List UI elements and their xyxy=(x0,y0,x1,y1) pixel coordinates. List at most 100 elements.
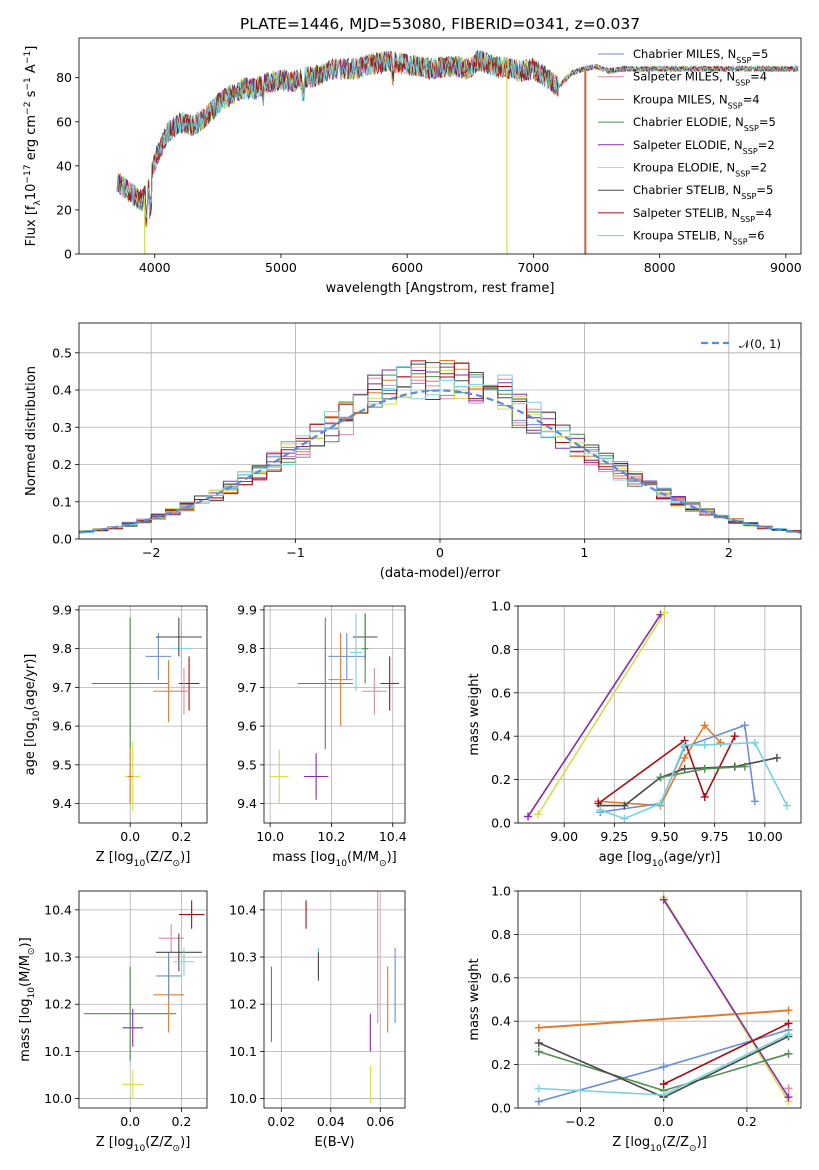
y-tick-label: 10.0 xyxy=(44,1091,72,1106)
weight-point-marker xyxy=(534,1097,543,1106)
weight-point-marker xyxy=(534,1084,543,1093)
weight-point-marker xyxy=(750,738,759,747)
weight-vs-age-panel: 9.00 9.25 9.50 9.75 10.00 0.0 0.2 0.4 0.6 0.8 1.0 a… xyxy=(467,599,802,869)
x-tick-label: 0.0 xyxy=(120,1114,140,1129)
x-axis-label: E(B-V) xyxy=(314,1135,354,1150)
weight-point-marker xyxy=(680,753,689,762)
x-tick-label: 5000 xyxy=(265,260,297,275)
y-tick-label: 10.0 xyxy=(229,1091,257,1106)
weight-point-marker xyxy=(716,738,725,747)
weight-point-marker xyxy=(750,797,759,806)
y-tick-label: 9.8 xyxy=(52,641,72,656)
gaussian-curve xyxy=(78,389,802,534)
y-tick-label: 9.7 xyxy=(237,680,257,695)
y-tick-label: 0.0 xyxy=(491,816,511,831)
x-axis-label: (data-model)/error xyxy=(380,566,501,581)
y-tick-label: 0.1 xyxy=(52,494,72,509)
axes-frame xyxy=(78,322,802,540)
weight-point-marker xyxy=(782,801,791,810)
legend-entry: Chabrier STELIB, NSSP=5 xyxy=(633,183,773,201)
y-tick-label: 60 xyxy=(56,114,72,129)
x-tick-label: 0.0 xyxy=(120,829,140,844)
y-tick-label: 10.1 xyxy=(44,1044,72,1059)
weight-point-marker xyxy=(730,732,739,741)
y-tick-label: 9.9 xyxy=(237,602,257,617)
x-tick-label: 0.06 xyxy=(366,1114,394,1129)
y-tick-label: 10.2 xyxy=(44,997,72,1012)
y-tick-label: 9.5 xyxy=(237,757,257,772)
weight-vs-Z-panel: −0.2 0.0 0.2 0.0 0.2 0.4 0.6 0.8 1.0 Z [log10(Z/Z… xyxy=(467,884,802,1154)
x-tick-label: 9.75 xyxy=(701,829,729,844)
y-tick-label: 0.6 xyxy=(491,685,511,700)
y-tick-label: 0.0 xyxy=(52,532,72,547)
weight-point-marker xyxy=(784,1030,793,1039)
age-vs-Z-panel: 0.0 0.2 9.4 9.5 9.6 9.7 9.8 9.9 Z [log10(Z/Z⊙)] a… xyxy=(23,602,208,869)
weight-point-marker xyxy=(680,764,689,773)
legend-entry: Salpeter STELIB, NSSP=4 xyxy=(633,206,772,224)
weight-series-line xyxy=(527,614,662,817)
legend-entry: Salpeter MILES, NSSP=4 xyxy=(633,70,767,88)
axes-frame xyxy=(263,890,406,1109)
residuals-panel: −2 −1 0 1 2 0.0 0.1 0.2 0.3 0.4 0.5 𝒩(0, 1) (data-mo… xyxy=(24,322,802,581)
x-tick-label: 10.0 xyxy=(256,829,284,844)
age-vs-mass-panel: 10.0 10.2 10.4 9.4 9.5 9.6 9.7 9.8 9.9 mass [log1… xyxy=(237,602,407,869)
y-axis-label: mass weight xyxy=(467,958,482,1040)
y-tick-label: 20 xyxy=(56,202,72,217)
x-tick-label: 10.00 xyxy=(747,829,783,844)
y-tick-label: 9.9 xyxy=(52,602,72,617)
spectrum-line xyxy=(116,50,799,219)
figure-title: PLATE=1446, MJD=53080, FIBERID=0341, z=0… xyxy=(240,15,640,33)
x-tick-label: 9.00 xyxy=(550,829,578,844)
weight-point-marker xyxy=(772,753,781,762)
weight-point-marker xyxy=(620,801,629,810)
y-tick-label: 10.2 xyxy=(229,997,257,1012)
x-tick-label: 2 xyxy=(725,545,733,560)
weight-point-marker xyxy=(659,1090,668,1099)
legend-entry: Kroupa MILES, NSSP=4 xyxy=(633,92,760,110)
y-tick-label: 9.8 xyxy=(237,641,257,656)
weight-point-marker xyxy=(656,799,665,808)
y-tick-label: 0.8 xyxy=(491,642,511,657)
weight-series-line xyxy=(538,1009,789,1029)
y-tick-label: 9.6 xyxy=(52,719,72,734)
y-tick-label: 0.8 xyxy=(491,927,511,942)
legend-entry: Kroupa STELIB, NSSP=6 xyxy=(633,229,765,247)
y-tick-label: 0.6 xyxy=(491,970,511,985)
weight-point-marker xyxy=(620,814,629,823)
weight-series-line xyxy=(598,724,722,807)
x-tick-label: 0.0 xyxy=(654,1114,674,1129)
x-axis-label: mass [log10(M/M⊙)] xyxy=(272,850,396,869)
weight-point-marker xyxy=(784,1084,793,1093)
weight-point-marker xyxy=(524,812,533,821)
legend-entry: Kroupa ELODIE, NSSP=2 xyxy=(633,161,767,179)
y-tick-label: 40 xyxy=(56,158,72,173)
axes-frame xyxy=(78,37,802,255)
weight-point-marker xyxy=(659,1080,668,1089)
x-tick-label: 0.2 xyxy=(171,1114,191,1129)
axes-frame xyxy=(517,605,802,824)
legend-entry: Chabrier MILES, NSSP=5 xyxy=(633,47,768,65)
x-axis-label: Z [log10(Z/Z⊙)] xyxy=(96,1135,191,1154)
y-tick-label: 10.4 xyxy=(44,902,72,917)
weight-point-marker xyxy=(784,1019,793,1028)
y-tick-label: 80 xyxy=(56,70,72,85)
weight-point-marker xyxy=(740,721,749,730)
weight-point-marker xyxy=(784,1093,793,1102)
weight-series-line xyxy=(600,724,756,813)
weight-point-marker xyxy=(656,773,665,782)
weight-point-marker xyxy=(700,792,709,801)
x-tick-label: 0.04 xyxy=(317,1114,345,1129)
y-tick-label: 9.6 xyxy=(237,719,257,734)
y-tick-label: 0.2 xyxy=(491,1057,511,1072)
x-tick-label: 10.2 xyxy=(318,829,346,844)
y-tick-label: 10.4 xyxy=(229,902,257,917)
residual-histogram xyxy=(79,366,801,535)
x-tick-label: 9.25 xyxy=(600,829,628,844)
weight-point-marker xyxy=(660,608,669,617)
spectrum-panel: 4000 5000 6000 7000 8000 9000 0 20 40 60 80 Chabrie… xyxy=(23,37,802,296)
x-tick-label: 8000 xyxy=(644,260,676,275)
x-tick-label: 0 xyxy=(436,545,444,560)
x-tick-label: 0.2 xyxy=(171,829,191,844)
weight-point-marker xyxy=(596,805,605,814)
